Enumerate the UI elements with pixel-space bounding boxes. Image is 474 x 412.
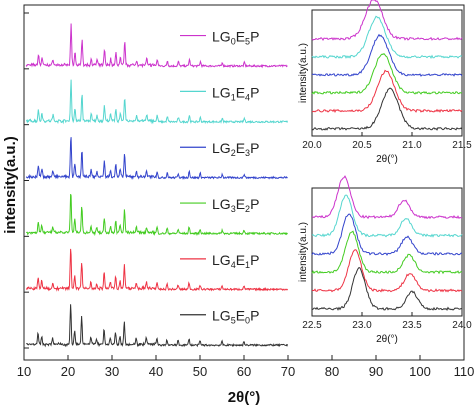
- legend-label-part: LG: [212, 196, 231, 212]
- legend-label: LG4E1P: [212, 252, 259, 270]
- inset-top-x-ticks: 20.0 20.5 21.0 21.5: [302, 132, 472, 151]
- legend-label-part: 5: [245, 37, 250, 47]
- legend-label-part: E: [236, 84, 245, 100]
- main-x-tick-label: 20: [61, 364, 75, 379]
- legend-label-part: 0: [245, 316, 250, 326]
- inset-series-line: [311, 267, 463, 312]
- inset-series-line: [311, 249, 463, 293]
- main-x-tick-label: 60: [237, 364, 251, 379]
- inset-bottom-frame: [311, 187, 463, 317]
- legend-label-part: 4: [231, 260, 236, 270]
- legend-label-part: 1: [245, 260, 250, 270]
- legend-label-part: LG: [212, 29, 231, 45]
- inset-x-tick-label: 24.0: [452, 320, 472, 331]
- main-x-tick-label: 30: [105, 364, 119, 379]
- inset-series-line: [311, 15, 463, 59]
- legend-label-part: E: [236, 196, 245, 212]
- inset-series-line: [311, 213, 463, 256]
- legend-label-part: P: [250, 308, 259, 324]
- main-x-tick-label: 10: [17, 364, 31, 379]
- legend-label-part: LG: [212, 84, 231, 100]
- main-x-axis-title: 2θ(°): [228, 389, 260, 406]
- main-x-tick-label: 80: [325, 364, 339, 379]
- legend-label: LG1E4P: [212, 84, 259, 102]
- legend-label-part: 2: [231, 148, 236, 158]
- legend-label-part: E: [236, 29, 245, 45]
- main-series-line: [25, 194, 288, 237]
- inset-x-tick-label: 23.0: [352, 320, 372, 331]
- inset-series-line: [311, 33, 463, 77]
- legend-label-part: LG: [212, 252, 231, 268]
- inset-top-x-title: 2θ(°): [376, 154, 398, 165]
- inset-x-tick-label: 20.0: [302, 140, 322, 151]
- inset-series-line: [311, 0, 463, 41]
- main-series-line: [25, 79, 289, 125]
- legend-label-part: P: [250, 140, 259, 156]
- legend-label-part: 3: [245, 148, 250, 158]
- main-x-tick-label: 70: [281, 364, 295, 379]
- legend-label-part: 0: [231, 37, 236, 47]
- inset-x-tick-label: 21.0: [402, 140, 422, 151]
- legend-label-part: P: [250, 252, 259, 268]
- inset-series-line: [311, 53, 463, 95]
- inset-x-tick-label: 20.5: [352, 140, 372, 151]
- inset-top-frame: [311, 9, 463, 137]
- inset-x-tick-label: 22.5: [302, 320, 322, 331]
- inset-series-line: [311, 175, 462, 220]
- inset-x-tick-label: 21.5: [452, 140, 472, 151]
- main-series-line: [25, 23, 288, 69]
- legend-label: LG2E3P: [212, 140, 259, 158]
- main-y-tick-marks: [24, 12, 29, 349]
- legend-label-part: 2: [245, 204, 250, 214]
- main-series-line: [25, 248, 289, 292]
- legend-label-part: 3: [231, 204, 236, 214]
- inset-plot-top: 20.0 20.5 21.0 21.5 2θ(°) intensity(a.u.): [298, 0, 472, 165]
- main-x-ticks: 10 20 30 40 50 60 70 80 90 100 110: [17, 355, 474, 379]
- legend-label-part: LG: [212, 140, 231, 156]
- inset-top-series: [311, 0, 463, 131]
- legend-label: LG3E2P: [212, 196, 259, 214]
- legend-label-part: 4: [245, 92, 250, 102]
- legend-label-part: P: [250, 196, 259, 212]
- legend-label-part: P: [250, 29, 259, 45]
- legend-label-part: LG: [212, 308, 231, 324]
- main-x-tick-label: 40: [149, 364, 163, 379]
- legend-label-part: E: [236, 308, 245, 324]
- legend-label-part: P: [250, 84, 259, 100]
- legend-label-part: 1: [231, 92, 236, 102]
- legend-label-part: 5: [231, 316, 236, 326]
- legend-label: LG5E0P: [212, 308, 259, 326]
- legend-label: LG0E5P: [212, 29, 259, 47]
- inset-bottom-x-ticks: 22.5 23.0 23.5 24.0: [302, 312, 472, 331]
- main-series-line: [26, 304, 289, 348]
- inset-series-line: [311, 230, 463, 275]
- main-x-tick-label: 100: [409, 364, 431, 379]
- legend-label-part: E: [236, 252, 245, 268]
- inset-bottom-series: [311, 175, 463, 312]
- inset-series-line: [311, 87, 463, 131]
- inset-series-line: [311, 194, 463, 238]
- main-x-tick-label: 50: [193, 364, 207, 379]
- main-series-group: [25, 23, 289, 348]
- main-y-axis-title: intensity(a.u.): [2, 136, 19, 234]
- main-x-tick-label: 110: [454, 364, 474, 379]
- inset-bottom-y-title: intensity(a.u.): [298, 222, 309, 282]
- inset-series-line: [311, 69, 463, 114]
- inset-top-y-title: intensity(a.u.): [298, 43, 309, 103]
- legend-label-part: E: [236, 140, 245, 156]
- inset-bottom-x-title: 2θ(°): [376, 334, 398, 345]
- main-series-line: [25, 137, 288, 181]
- main-x-tick-label: 90: [369, 364, 383, 379]
- inset-x-tick-label: 23.5: [402, 320, 422, 331]
- inset-plot-bottom: 22.5 23.0 23.5 24.0 2θ(°) intensity(a.u.): [298, 175, 472, 345]
